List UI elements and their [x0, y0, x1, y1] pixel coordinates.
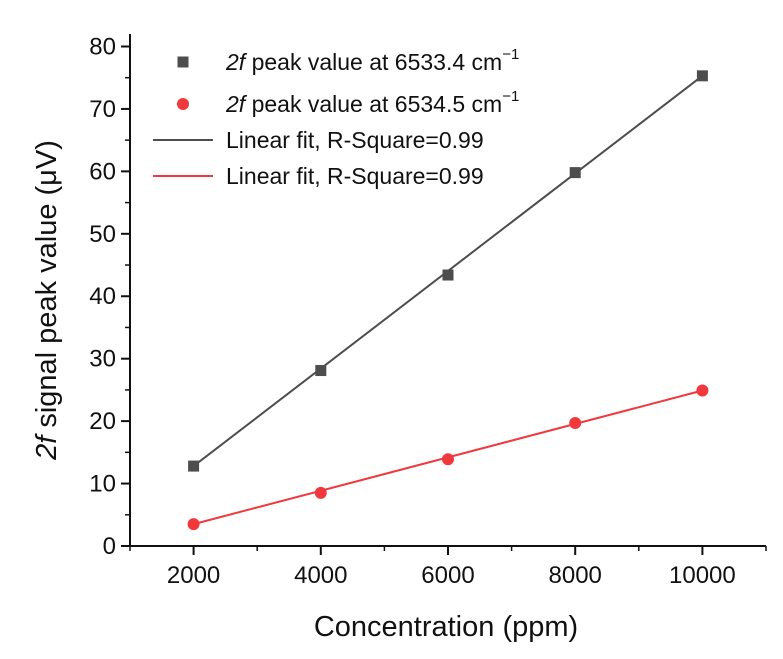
legend-label: 2f peak value at 6533.4 cm−1 — [225, 46, 519, 75]
legend-label: Linear fit, R-Square=0.99 — [226, 163, 484, 189]
x-tick-label: 6000 — [421, 562, 474, 589]
series-2-point — [569, 416, 582, 429]
y-tick-label: 30 — [89, 346, 116, 373]
legend-circle-icon — [177, 98, 189, 110]
x-axis-title: Concentration (ppm) — [314, 611, 578, 643]
y-axis-title: 2f signal peak value (μV) — [31, 140, 63, 461]
series-1-point — [442, 269, 454, 281]
y-tick-label: 0 — [103, 533, 116, 560]
y-tick-label: 20 — [89, 408, 116, 435]
legend-label-rest: peak value at 6533.4 cm — [245, 49, 502, 75]
series-2-point — [314, 486, 327, 499]
y-tick-label: 70 — [89, 96, 116, 123]
series-2-point — [187, 518, 200, 531]
series-1-point — [315, 365, 327, 377]
legend-label: Linear fit, R-Square=0.99 — [226, 127, 484, 153]
data-markers — [187, 70, 709, 531]
y-axis-title-italic: 2f — [31, 433, 63, 461]
y-axis-title-rest: signal peak value (μV) — [31, 140, 63, 436]
series-1-point — [569, 167, 581, 179]
x-tick-label: 2000 — [167, 562, 220, 589]
legend-label-superscript: −1 — [502, 88, 519, 105]
x-tick-label: 4000 — [294, 562, 347, 589]
legend: 2f peak value at 6533.4 cm−12f peak valu… — [153, 46, 519, 189]
legend-square-icon — [177, 56, 189, 68]
x-tick-label: 8000 — [549, 562, 602, 589]
legend-label-rest: peak value at 6534.5 cm — [245, 91, 502, 117]
legend-label-italic: 2f — [225, 49, 248, 75]
x-tick-label: 10000 — [669, 562, 736, 589]
series-2-point — [442, 453, 454, 466]
y-tick-label: 10 — [89, 471, 116, 498]
legend-label-superscript: −1 — [502, 46, 519, 63]
ticks: 2000 4000 6000 8000 10000 0 10 20 30 40 50 60 70 80 — [89, 33, 767, 589]
legend-label: 2f peak value at 6534.5 cm−1 — [225, 88, 519, 117]
y-tick-label: 40 — [89, 283, 116, 310]
y-tick-label: 50 — [89, 221, 116, 248]
series-2-point — [696, 384, 709, 397]
y-tick-label: 80 — [89, 33, 116, 60]
series-1-point — [188, 460, 200, 472]
series-1-point — [696, 70, 708, 82]
y-tick-label: 60 — [89, 158, 116, 185]
legend-label-italic: 2f — [225, 91, 248, 117]
